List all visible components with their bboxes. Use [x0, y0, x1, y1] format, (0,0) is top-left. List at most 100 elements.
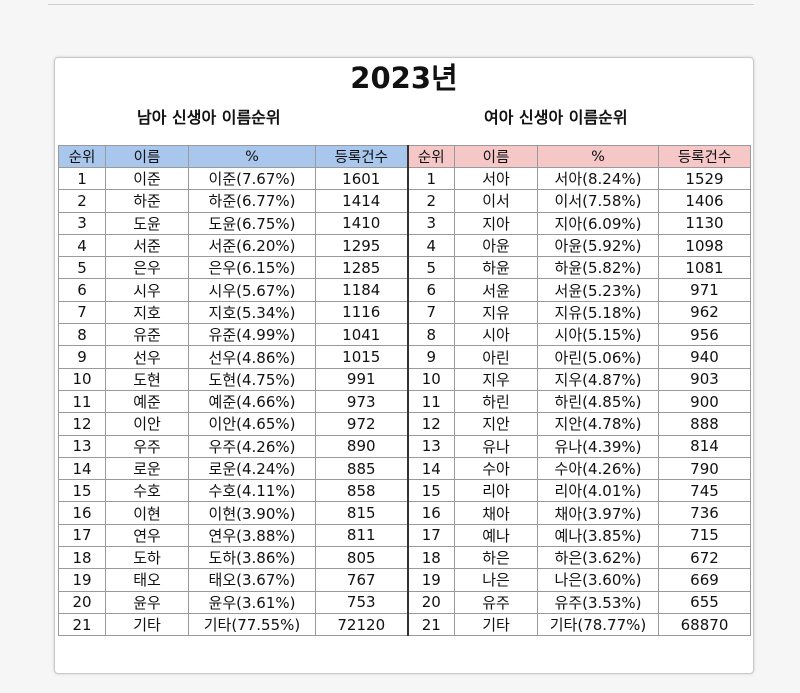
male-count-cell: 972: [315, 412, 408, 436]
male-count-cell: 1041: [315, 323, 408, 347]
male-pct-cell: 도윤(6.75%): [188, 211, 316, 235]
female-header-name: 이름: [454, 145, 538, 168]
male-pct-cell: 이현(3.90%): [188, 501, 316, 525]
male-subtitle: 남아 신생아 이름순위: [137, 108, 281, 127]
female-name-cell: 리아: [454, 479, 538, 503]
male-name-cell: 로운: [105, 456, 189, 481]
female-name-cell: 유주: [454, 590, 538, 614]
male-count-cell: 767: [315, 568, 408, 592]
male-pct-cell: 이준(7.67%): [188, 166, 316, 191]
male-name-cell: 은우: [105, 256, 189, 280]
male-pct-cell: 유준(4.99%): [188, 323, 316, 347]
female-rank-cell: 6: [406, 278, 455, 302]
female-count-cell: 1130: [658, 211, 751, 235]
female-pct-cell: 이서(7.58%): [537, 189, 659, 213]
male-pct-cell: 도현(4.75%): [188, 367, 316, 391]
female-rank-cell: 20: [406, 590, 455, 614]
male-count-cell: 885: [315, 456, 408, 481]
female-name-cell: 하린: [454, 389, 538, 414]
female-rank-cell: 17: [406, 523, 455, 548]
female-rank-cell: 21: [406, 612, 455, 637]
female-pct-cell: 유주(3.53%): [537, 590, 659, 614]
male-rank-cell: 18: [58, 546, 106, 570]
female-header-count: 등록건수: [658, 145, 751, 168]
female-pct-cell: 하은(3.62%): [537, 546, 659, 570]
female-name-cell: 지우: [454, 367, 538, 391]
male-name-cell: 지호: [105, 300, 189, 325]
female-rank-cell: 11: [406, 389, 455, 414]
male-name-cell: 태오: [105, 568, 189, 592]
male-header-name: 이름: [105, 145, 189, 168]
male-count-cell: 1295: [315, 233, 408, 258]
female-pct-cell: 지우(4.87%): [537, 367, 659, 391]
female-name-cell: 시아: [454, 323, 538, 347]
male-count-cell: 72120: [315, 612, 408, 637]
female-name-cell: 서아: [454, 166, 538, 191]
female-count-cell: 655: [658, 590, 751, 614]
male-header-pct: %: [188, 145, 316, 168]
table-row: 21 기타 기타(77.55%) 72120 21 기타 기타(78.77%) 68870: [58, 612, 751, 637]
male-pct-cell: 연우(3.88%): [188, 523, 316, 548]
male-rank-cell: 6: [58, 278, 106, 302]
table-row: 13 우주 우주(4.26%) 890 13 유나 유나(4.39%) 814: [58, 434, 751, 458]
name-ranking-table: 순위 이름 % 등록건수 순위 이름 % 등록건수 1 이준 이준(7.67%) 16…: [58, 145, 751, 637]
male-count-cell: 1184: [315, 278, 408, 302]
female-pct-cell: 아윤(5.92%): [537, 233, 659, 258]
male-name-cell: 기타: [105, 612, 189, 637]
table-row: 12 이안 이안(4.65%) 972 12 지안 지안(4.78%) 888: [58, 412, 751, 436]
female-name-cell: 이서: [454, 189, 538, 213]
female-rank-cell: 4: [406, 233, 455, 258]
male-name-cell: 이안: [105, 412, 189, 436]
male-pct-cell: 도하(3.86%): [188, 546, 316, 570]
male-pct-cell: 은우(6.15%): [188, 256, 316, 280]
female-count-cell: 903: [658, 367, 751, 391]
female-name-cell: 예나: [454, 523, 538, 548]
female-count-cell: 971: [658, 278, 751, 302]
male-rank-cell: 10: [58, 367, 106, 391]
female-header-pct: %: [537, 145, 659, 168]
female-rank-cell: 9: [406, 345, 455, 369]
male-rank-cell: 17: [58, 523, 106, 548]
male-name-cell: 이현: [105, 501, 189, 525]
female-name-cell: 지유: [454, 300, 538, 325]
female-count-cell: 888: [658, 412, 751, 436]
male-rank-cell: 8: [58, 323, 106, 347]
table-row: 6 시우 시우(5.67%) 1184 6 서윤 서윤(5.23%) 971: [58, 278, 751, 302]
male-pct-cell: 시우(5.67%): [188, 278, 316, 302]
female-count-cell: 672: [658, 546, 751, 570]
male-pct-cell: 로운(4.24%): [188, 456, 316, 481]
ranking-card: 2023년 남아 신생아 이름순위 여아 신생아 이름순위 순위 이름 % 등록…: [54, 57, 754, 674]
female-rank-cell: 8: [406, 323, 455, 347]
male-name-cell: 도하: [105, 546, 189, 570]
table-row: 9 선우 선우(4.86%) 1015 9 아린 아린(5.06%) 940: [58, 345, 751, 369]
female-count-cell: 68870: [658, 612, 751, 637]
female-pct-cell: 예나(3.85%): [537, 523, 659, 548]
table-row: 7 지호 지호(5.34%) 1116 7 지유 지유(5.18%) 962: [58, 300, 751, 325]
male-count-cell: 973: [315, 389, 408, 414]
male-pct-cell: 우주(4.26%): [188, 434, 316, 458]
male-count-cell: 753: [315, 590, 408, 614]
table-row: 19 태오 태오(3.67%) 767 19 나은 나은(3.60%) 669: [58, 568, 751, 592]
female-count-cell: 715: [658, 523, 751, 548]
male-count-cell: 805: [315, 546, 408, 570]
female-pct-cell: 수아(4.26%): [537, 456, 659, 481]
male-name-cell: 윤우: [105, 590, 189, 614]
table-row: 8 유준 유준(4.99%) 1041 8 시아 시아(5.15%) 956: [58, 323, 751, 347]
female-count-cell: 790: [658, 456, 751, 481]
female-count-cell: 956: [658, 323, 751, 347]
male-count-cell: 890: [315, 434, 408, 458]
male-rank-cell: 4: [58, 233, 106, 258]
male-rank-cell: 16: [58, 501, 106, 525]
female-rank-cell: 3: [406, 211, 455, 235]
table-row: 18 도하 도하(3.86%) 805 18 하은 하은(3.62%) 672: [58, 546, 751, 570]
male-name-cell: 수호: [105, 479, 189, 503]
male-rank-cell: 1: [58, 166, 106, 191]
male-name-cell: 예준: [105, 389, 189, 414]
female-pct-cell: 하윤(5.82%): [537, 256, 659, 280]
female-count-cell: 814: [658, 434, 751, 458]
female-pct-cell: 아린(5.06%): [537, 345, 659, 369]
female-count-cell: 1529: [658, 166, 751, 191]
female-rank-cell: 15: [406, 479, 455, 503]
male-rank-cell: 15: [58, 479, 106, 503]
male-count-cell: 1410: [315, 211, 408, 235]
